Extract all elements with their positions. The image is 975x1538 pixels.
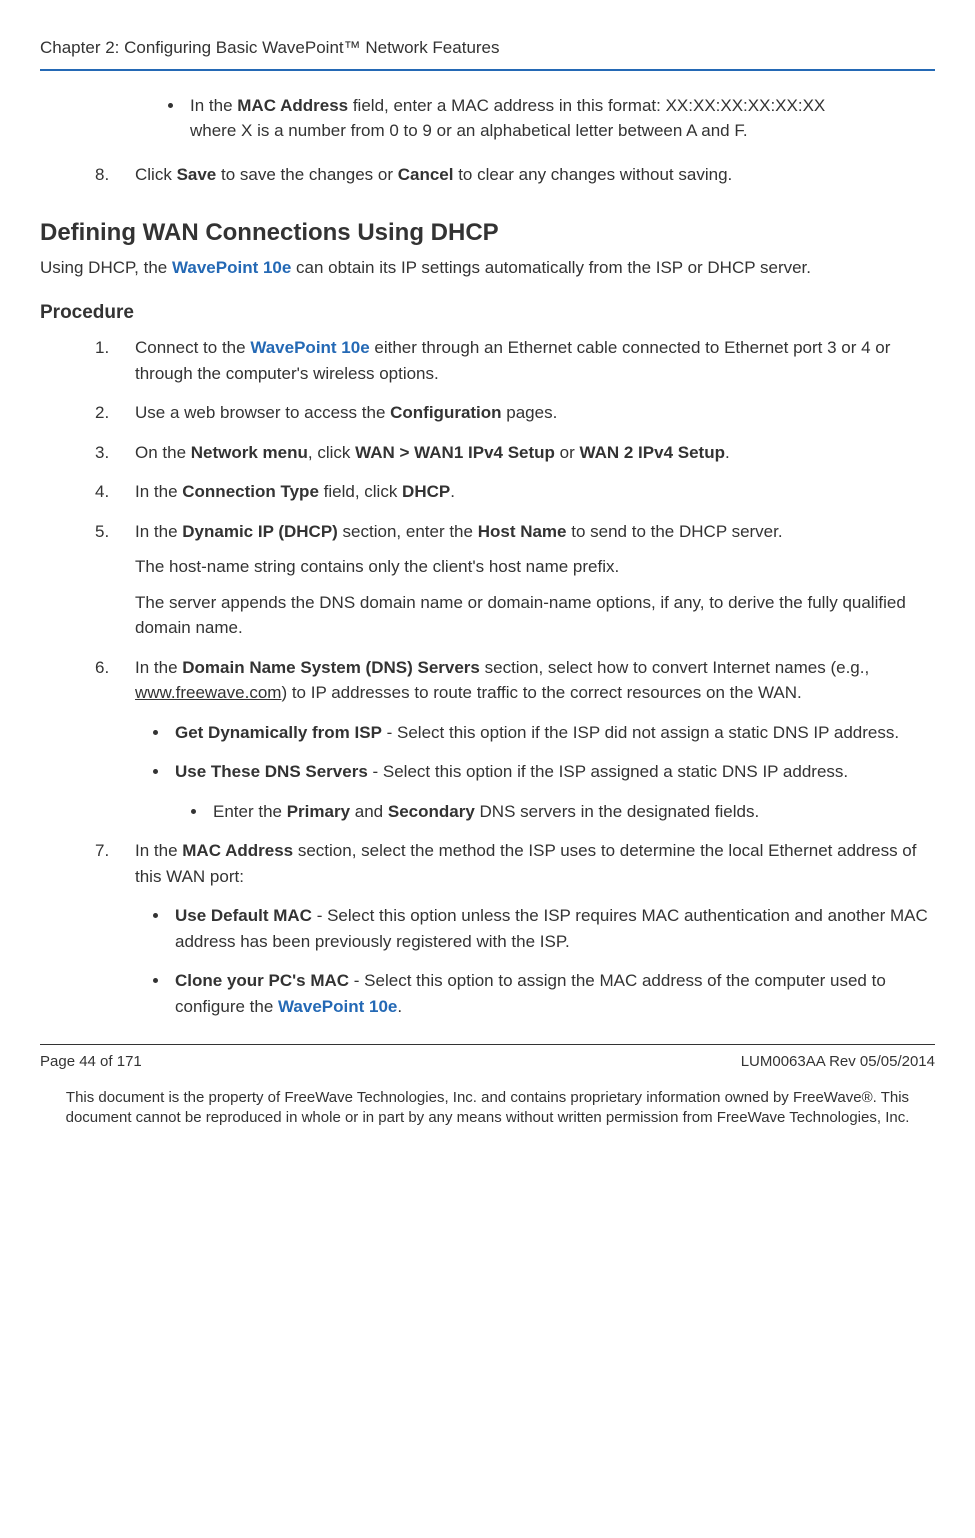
- text: to save the changes or: [216, 165, 397, 184]
- doc-revision: LUM0063AA Rev 05/05/2014: [741, 1051, 935, 1074]
- text: Use a web browser to access the: [135, 403, 390, 422]
- step-1: 1. Connect to the WavePoint 10e either t…: [40, 335, 935, 386]
- list-item: Clone your PC's MAC - Select this option…: [135, 968, 935, 1019]
- list-item: Use Default MAC - Select this option unl…: [135, 903, 935, 954]
- text: In the: [135, 482, 182, 501]
- text: Connect to the: [135, 338, 250, 357]
- bold-text: Clone your PC's MAC: [175, 971, 349, 990]
- page-header: Chapter 2: Configuring Basic WavePoint™ …: [40, 35, 935, 61]
- text: DNS servers in the designated fields.: [475, 802, 759, 821]
- procedure-heading: Procedure: [40, 299, 935, 328]
- top-bullet-list: In the MAC Address field, enter a MAC ad…: [150, 93, 935, 144]
- step-6-nested: Enter the Primary and Secondary DNS serv…: [175, 799, 935, 825]
- bold-text: Save: [177, 165, 217, 184]
- procedure-steps: 1. Connect to the WavePoint 10e either t…: [40, 335, 935, 1019]
- text: .: [450, 482, 455, 501]
- step-6: 6. In the Domain Name System (DNS) Serve…: [40, 655, 935, 825]
- text: pages.: [502, 403, 558, 422]
- bold-text: Primary: [287, 802, 350, 821]
- step-number: 6.: [95, 655, 109, 681]
- page-number: Page 44 of 171: [40, 1051, 142, 1074]
- product-link[interactable]: WavePoint 10e: [172, 258, 291, 277]
- bold-text: DHCP: [402, 482, 450, 501]
- text: In the: [135, 658, 182, 677]
- text: to clear any changes without saving.: [453, 165, 732, 184]
- step-3: 3. On the Network menu, click WAN > WAN1…: [40, 440, 935, 466]
- text: ) to IP addresses to route traffic to th…: [281, 683, 801, 702]
- step-2: 2. Use a web browser to access the Confi…: [40, 400, 935, 426]
- bold-text: Host Name: [478, 522, 567, 541]
- text: , click: [308, 443, 355, 462]
- footer-row: Page 44 of 171 LUM0063AA Rev 05/05/2014: [40, 1051, 935, 1074]
- bold-text: Domain Name System (DNS) Servers: [182, 658, 480, 677]
- step-number: 2.: [95, 400, 109, 426]
- step-list-top: 8. Click Save to save the changes or Can…: [40, 162, 935, 188]
- step-number: 5.: [95, 519, 109, 545]
- step-7: 7. In the MAC Address section, select th…: [40, 838, 935, 1019]
- list-item: Enter the Primary and Secondary DNS serv…: [175, 799, 935, 825]
- text: Using DHCP, the: [40, 258, 172, 277]
- step-number: 7.: [95, 838, 109, 864]
- text: - Select this option if the ISP did not …: [382, 723, 899, 742]
- step-number: 8.: [95, 162, 109, 188]
- bold-text: MAC Address: [237, 96, 348, 115]
- step-7-bullets: Use Default MAC - Select this option unl…: [135, 903, 935, 1019]
- list-item: In the MAC Address field, enter a MAC ad…: [150, 93, 935, 144]
- text: .: [397, 997, 402, 1016]
- step-4: 4. In the Connection Type field, click D…: [40, 479, 935, 505]
- text: In the: [190, 96, 237, 115]
- text: .: [725, 443, 730, 462]
- text: In the: [135, 841, 182, 860]
- step-number: 1.: [95, 335, 109, 361]
- bold-text: Use These DNS Servers: [175, 762, 368, 781]
- text: to send to the DHCP server.: [567, 522, 783, 541]
- product-link[interactable]: WavePoint 10e: [278, 997, 397, 1016]
- text: field, click: [319, 482, 402, 501]
- text: section, select how to convert Internet …: [480, 658, 869, 677]
- bold-text: Use Default MAC: [175, 906, 312, 925]
- text: Enter the: [213, 802, 287, 821]
- step-6-bullets: Get Dynamically from ISP - Select this o…: [135, 720, 935, 825]
- text: can obtain its IP settings automatically…: [291, 258, 811, 277]
- text: - Select this option if the ISP assigned…: [368, 762, 848, 781]
- step-5: 5. In the Dynamic IP (DHCP) section, ent…: [40, 519, 935, 641]
- list-item: Get Dynamically from ISP - Select this o…: [135, 720, 935, 746]
- text: Click: [135, 165, 177, 184]
- bold-text: MAC Address: [182, 841, 293, 860]
- section-intro: Using DHCP, the WavePoint 10e can obtain…: [40, 255, 935, 281]
- text: and: [350, 802, 388, 821]
- bold-text: Configuration: [390, 403, 501, 422]
- text-line: where X is a number from 0 to 9 or an al…: [190, 118, 935, 144]
- bold-text: Connection Type: [182, 482, 319, 501]
- list-item: Use These DNS Servers - Select this opti…: [135, 759, 935, 824]
- text: or: [555, 443, 580, 462]
- bold-text: Secondary: [388, 802, 475, 821]
- text: field, enter a MAC address in this forma…: [348, 96, 825, 115]
- footer-rule: [40, 1044, 935, 1045]
- bold-text: Cancel: [398, 165, 454, 184]
- text: In the: [135, 522, 182, 541]
- header-rule: [40, 69, 935, 71]
- bold-text: Network menu: [191, 443, 308, 462]
- product-link[interactable]: WavePoint 10e: [250, 338, 369, 357]
- step-number: 4.: [95, 479, 109, 505]
- bold-text: WAN > WAN1 IPv4 Setup: [355, 443, 555, 462]
- bold-text: WAN 2 IPv4 Setup: [580, 443, 725, 462]
- step-number: 3.: [95, 440, 109, 466]
- footer-legal: This document is the property of FreeWav…: [40, 1088, 935, 1129]
- bold-text: Get Dynamically from ISP: [175, 723, 382, 742]
- bold-text: Dynamic IP (DHCP): [182, 522, 338, 541]
- step-8: 8. Click Save to save the changes or Can…: [40, 162, 935, 188]
- section-title: Defining WAN Connections Using DHCP: [40, 215, 935, 251]
- text: section, enter the: [338, 522, 478, 541]
- step-5-p3: The server appends the DNS domain name o…: [135, 590, 935, 641]
- text: On the: [135, 443, 191, 462]
- url-link[interactable]: www.freewave.com: [135, 683, 281, 702]
- step-5-p2: The host-name string contains only the c…: [135, 554, 935, 580]
